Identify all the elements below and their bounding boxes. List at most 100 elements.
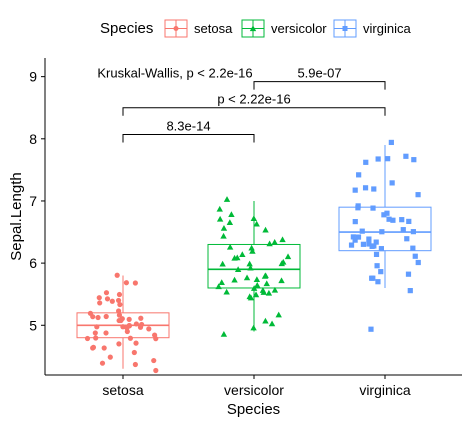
point-versicolor <box>247 264 254 271</box>
point-versicolor <box>262 226 269 233</box>
point-setosa <box>114 272 120 278</box>
point-setosa <box>127 335 134 341</box>
point-virginica <box>378 269 384 275</box>
y-tick-label: 8 <box>29 131 37 147</box>
y-tick-label: 6 <box>29 255 37 271</box>
point-virginica <box>385 156 391 162</box>
legend-title: Species <box>100 20 153 37</box>
point-virginica <box>404 236 410 242</box>
point-versicolor <box>219 260 226 267</box>
point-setosa <box>103 290 110 296</box>
x-tick-label: setosa <box>102 382 143 398</box>
legend-marker <box>173 26 179 31</box>
point-setosa <box>109 298 115 304</box>
x-tick-label: versicolor <box>224 382 284 398</box>
legend-marker <box>249 25 257 32</box>
point-virginica <box>371 186 377 192</box>
legend-label-setosa: setosa <box>194 21 233 36</box>
point-virginica <box>374 263 380 269</box>
point-versicolor <box>252 291 260 298</box>
point-virginica <box>379 229 385 235</box>
comparison-bracket <box>122 133 255 143</box>
point-versicolor <box>266 240 273 247</box>
point-virginica <box>350 234 356 240</box>
point-versicolor <box>223 288 230 295</box>
point-versicolor <box>231 276 238 283</box>
point-versicolor <box>243 274 251 281</box>
point-virginica <box>362 185 369 191</box>
point-virginica <box>375 279 381 285</box>
point-virginica <box>366 241 372 247</box>
point-setosa <box>115 297 122 304</box>
point-setosa <box>104 296 111 302</box>
point-virginica <box>415 259 421 266</box>
point-versicolor <box>223 196 231 202</box>
point-versicolor <box>220 232 227 239</box>
point-setosa <box>151 357 157 364</box>
point-versicolor <box>249 247 256 254</box>
point-versicolor <box>284 253 292 260</box>
significance-annotations: Kruskal-Wallis, p < 2.2e-16 5.9e-07 p < 2.… <box>97 66 386 143</box>
point-versicolor <box>250 324 257 331</box>
point-setosa <box>115 308 122 314</box>
point-virginica <box>360 241 367 247</box>
point-virginica <box>356 172 362 178</box>
point-versicolor <box>275 311 282 318</box>
point-virginica <box>370 205 376 211</box>
point-setosa <box>118 317 124 324</box>
point-virginica <box>373 251 380 258</box>
y-tick-label: 5 <box>29 317 37 333</box>
point-virginica <box>403 153 409 159</box>
point-versicolor <box>279 236 286 243</box>
legend-label-virginica: virginica <box>363 21 411 36</box>
legend-marker <box>342 26 348 31</box>
point-setosa <box>116 341 122 347</box>
point-versicolor <box>234 266 242 272</box>
point-setosa <box>126 316 132 322</box>
point-setosa <box>116 291 123 298</box>
point-versicolor <box>254 282 261 288</box>
point-versicolor <box>234 254 241 261</box>
point-versicolor <box>261 272 269 279</box>
point-virginica <box>389 180 395 186</box>
point-setosa <box>137 324 144 330</box>
comparison-label: 8.3e-14 <box>166 118 210 133</box>
y-tick-label: 7 <box>29 193 37 209</box>
point-setosa <box>146 326 152 332</box>
point-versicolor <box>218 279 225 286</box>
point-virginica <box>352 219 358 225</box>
axes: 5 6 7 8 9 setosa versicolor virginica Species Sep… <box>8 58 462 418</box>
point-versicolor <box>250 285 258 291</box>
point-setosa <box>94 324 100 330</box>
point-versicolor <box>263 280 270 287</box>
point-virginica <box>415 192 421 198</box>
point-setosa <box>133 340 139 346</box>
point-virginica <box>355 205 361 211</box>
point-setosa <box>87 310 94 316</box>
point-virginica <box>388 139 394 146</box>
point-versicolor <box>246 260 253 267</box>
point-virginica <box>384 210 390 216</box>
point-setosa <box>133 321 139 327</box>
point-setosa <box>123 280 129 286</box>
x-tick-label: virginica <box>359 382 411 398</box>
legend-item-versicolor: versicolor <box>241 19 327 38</box>
point-virginica <box>355 234 362 240</box>
point-setosa <box>99 360 106 366</box>
global-test-label: Kruskal-Wallis, p < 2.2e-16 <box>97 66 252 81</box>
point-setosa <box>92 330 98 336</box>
point-versicolor <box>265 289 273 296</box>
point-setosa <box>107 354 113 360</box>
point-versicolor <box>220 225 228 231</box>
point-virginica <box>369 243 375 249</box>
point-virginica <box>378 246 384 252</box>
comparison-label: p < 2.22e-16 <box>217 92 290 107</box>
x-axis-title: Species <box>227 401 280 418</box>
point-versicolor <box>226 219 234 225</box>
point-versicolor <box>278 260 285 267</box>
point-virginica <box>412 253 418 259</box>
point-setosa <box>120 324 126 330</box>
point-versicolor <box>216 215 224 222</box>
point-versicolor <box>215 283 222 290</box>
